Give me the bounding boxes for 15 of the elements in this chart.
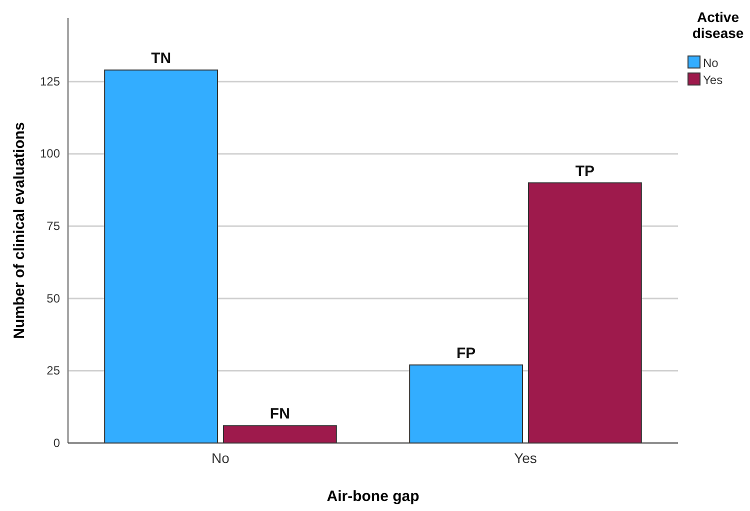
y-tick-label: 100 [40, 146, 60, 161]
data-label: FN [270, 406, 290, 423]
y-tick-label: 125 [40, 74, 60, 88]
y-axis-title: Number of clinical evaluations [11, 122, 28, 339]
y-tick-label: 0 [53, 436, 60, 450]
legend-label: No [703, 56, 719, 70]
data-label: FP [456, 344, 476, 362]
legend-label: Yes [703, 73, 723, 87]
y-tick-label: 50 [46, 291, 60, 306]
y-tick-label: 75 [46, 219, 60, 234]
y-tick-label: 25 [46, 364, 60, 378]
legend-title: Active disease [692, 9, 744, 41]
data-label: TP [575, 162, 595, 180]
x-axis-title: Air-bone gap [326, 488, 420, 505]
data-label: TN [151, 50, 172, 68]
